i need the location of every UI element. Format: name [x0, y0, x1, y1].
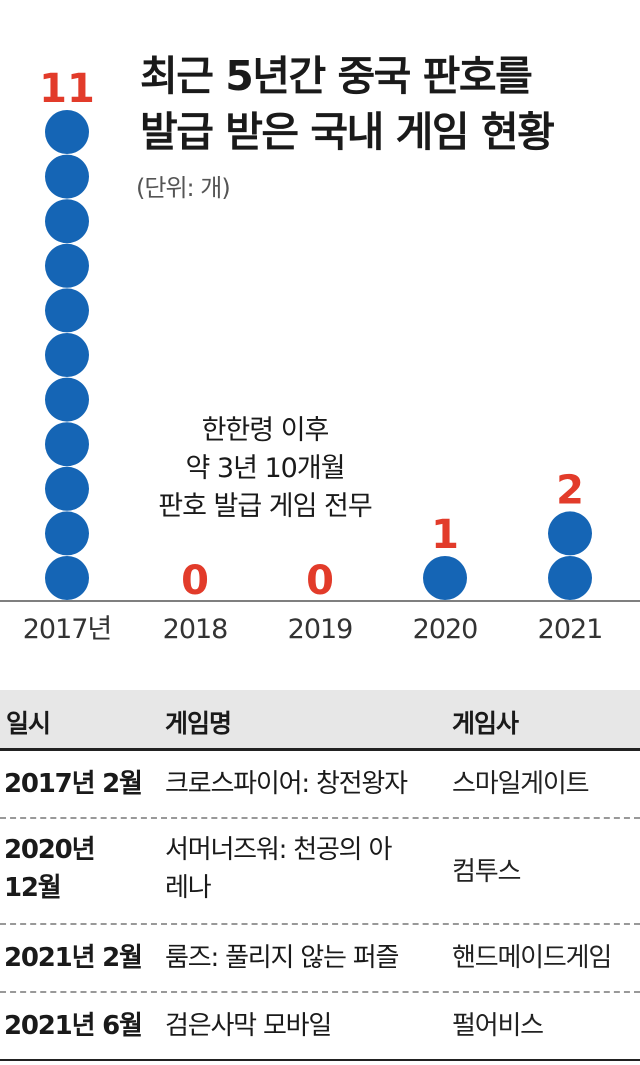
dot-mark: [45, 199, 89, 244]
row-company: 펄어비스: [452, 1011, 544, 1041]
header-date: 일시: [6, 709, 51, 738]
dot-mark: [423, 556, 467, 600]
value-label: 2: [556, 467, 584, 513]
dot-mark: [548, 511, 592, 556]
row-company: 핸드메이드게임: [452, 943, 612, 973]
dot-mark: [45, 466, 89, 511]
note-line-1: 한한령 이후: [201, 415, 330, 446]
note-line-3: 판호 발급 게임 전무: [158, 491, 372, 522]
dot-mark: [45, 556, 89, 600]
dot-mark: [45, 377, 89, 422]
value-label: 0: [306, 558, 334, 604]
dot-mark: [45, 511, 89, 556]
row-date: 2017년 2월: [4, 769, 143, 799]
dot-mark: [45, 422, 89, 467]
value-label: 1: [431, 512, 459, 558]
row-company: 스마일게이트: [452, 769, 590, 799]
row-game: 룸즈: 풀리지 않는 퍼즐: [165, 943, 399, 973]
row-company: 컴투스: [452, 857, 521, 887]
x-tick-label: 2021: [538, 614, 603, 645]
dot-mark: [45, 154, 89, 199]
chart-title: 최근 5년간 중국 판호를 발급 받은 국내 게임 현황: [140, 48, 630, 160]
x-tick-label: 2018: [163, 614, 228, 645]
dot-mark: [548, 556, 592, 600]
dot-mark: [45, 110, 89, 154]
row-game: 검은사막 모바일: [165, 1011, 332, 1041]
title-line-2: 발급 받은 국내 게임 현황: [140, 108, 555, 156]
value-label: 11: [39, 66, 95, 112]
title-line-1: 최근 5년간 중국 판호를: [140, 52, 533, 100]
table-row: 2021년 2월 룸즈: 풀리지 않는 퍼즐 핸드메이드게임: [0, 925, 640, 993]
annotation-note: 한한령 이후 약 3년 10개월 판호 발급 게임 전무: [130, 412, 400, 526]
x-tick-label: 2019: [288, 614, 353, 645]
row-game: 크로스파이어: 창전왕자: [165, 769, 408, 799]
game-table: 일시 게임명 게임사 2017년 2월 크로스파이어: 창전왕자 스마일게이트 …: [0, 690, 640, 1061]
dot-mark: [45, 288, 89, 333]
table-row: 2017년 2월 크로스파이어: 창전왕자 스마일게이트: [0, 751, 640, 819]
dot-chart: 11 2017년 0 2018 0 2019 1 2020 2 2021: [0, 66, 640, 645]
x-tick-label: 2017년: [23, 614, 112, 645]
row-game: 서머너즈워: 천공의 아레나: [165, 835, 392, 903]
table-row: 2020년 12월 서머너즈워: 천공의 아레나 컴투스: [0, 819, 640, 925]
dot-mark: [45, 243, 89, 288]
header-game: 게임명: [165, 709, 232, 738]
x-tick-label: 2020: [413, 614, 478, 645]
row-date: 2021년 2월: [4, 943, 143, 973]
dot-mark: [45, 333, 89, 377]
header-company: 게임사: [452, 709, 519, 738]
value-label: 0: [181, 558, 209, 604]
table-row: 2021년 6월 검은사막 모바일 펄어비스: [0, 993, 640, 1061]
table-header: 일시 게임명 게임사: [0, 690, 640, 751]
row-date: 2021년 6월: [4, 1011, 143, 1041]
note-line-2: 약 3년 10개월: [185, 453, 345, 484]
unit-label: (단위: 개): [136, 174, 231, 202]
row-date: 2020년 12월: [4, 835, 95, 903]
